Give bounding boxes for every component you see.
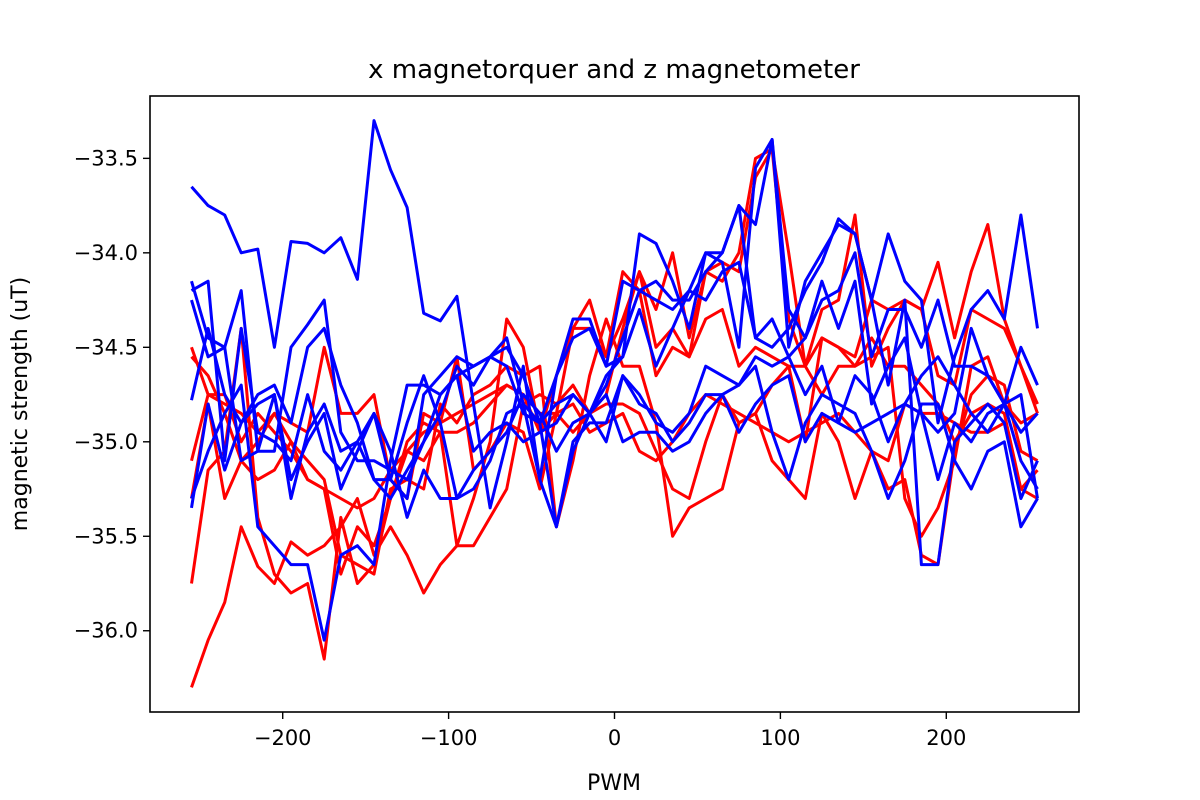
x-axis: −200 −100 0 100 200: [254, 712, 966, 750]
x-tick-label: 100: [760, 726, 800, 750]
x-tick-label: −100: [420, 726, 478, 750]
y-tick-label: −35.5: [74, 524, 138, 548]
series-line-3: [190, 147, 1039, 661]
series-layer: [190, 119, 1039, 688]
x-tick-label: 200: [926, 726, 966, 750]
series-line-13: [190, 279, 1039, 529]
series-line-5: [190, 317, 1039, 576]
y-tick-label: −35.0: [74, 430, 138, 454]
series-line-12: [190, 364, 1039, 529]
y-tick-label: −33.5: [74, 146, 138, 170]
chart-title: x magnetorquer and z magnetometer: [368, 55, 860, 85]
y-tick-label: −36.0: [74, 619, 138, 643]
x-axis-title: PWM: [587, 771, 641, 796]
y-axis: −36.0 −35.5 −35.0 −34.5 −34.0 −33.5: [74, 146, 150, 643]
series-line-8: [190, 280, 1039, 500]
x-tick-label: −200: [254, 726, 312, 750]
y-tick-label: −34.5: [74, 335, 138, 359]
y-tick-label: −34.0: [74, 241, 138, 265]
series-line-11: [190, 138, 1039, 642]
x-tick-label: 0: [608, 726, 621, 750]
y-axis-title: magnetic strength (uT): [8, 277, 33, 531]
series-line-7: [190, 119, 1039, 529]
series-line-10: [190, 138, 1039, 500]
